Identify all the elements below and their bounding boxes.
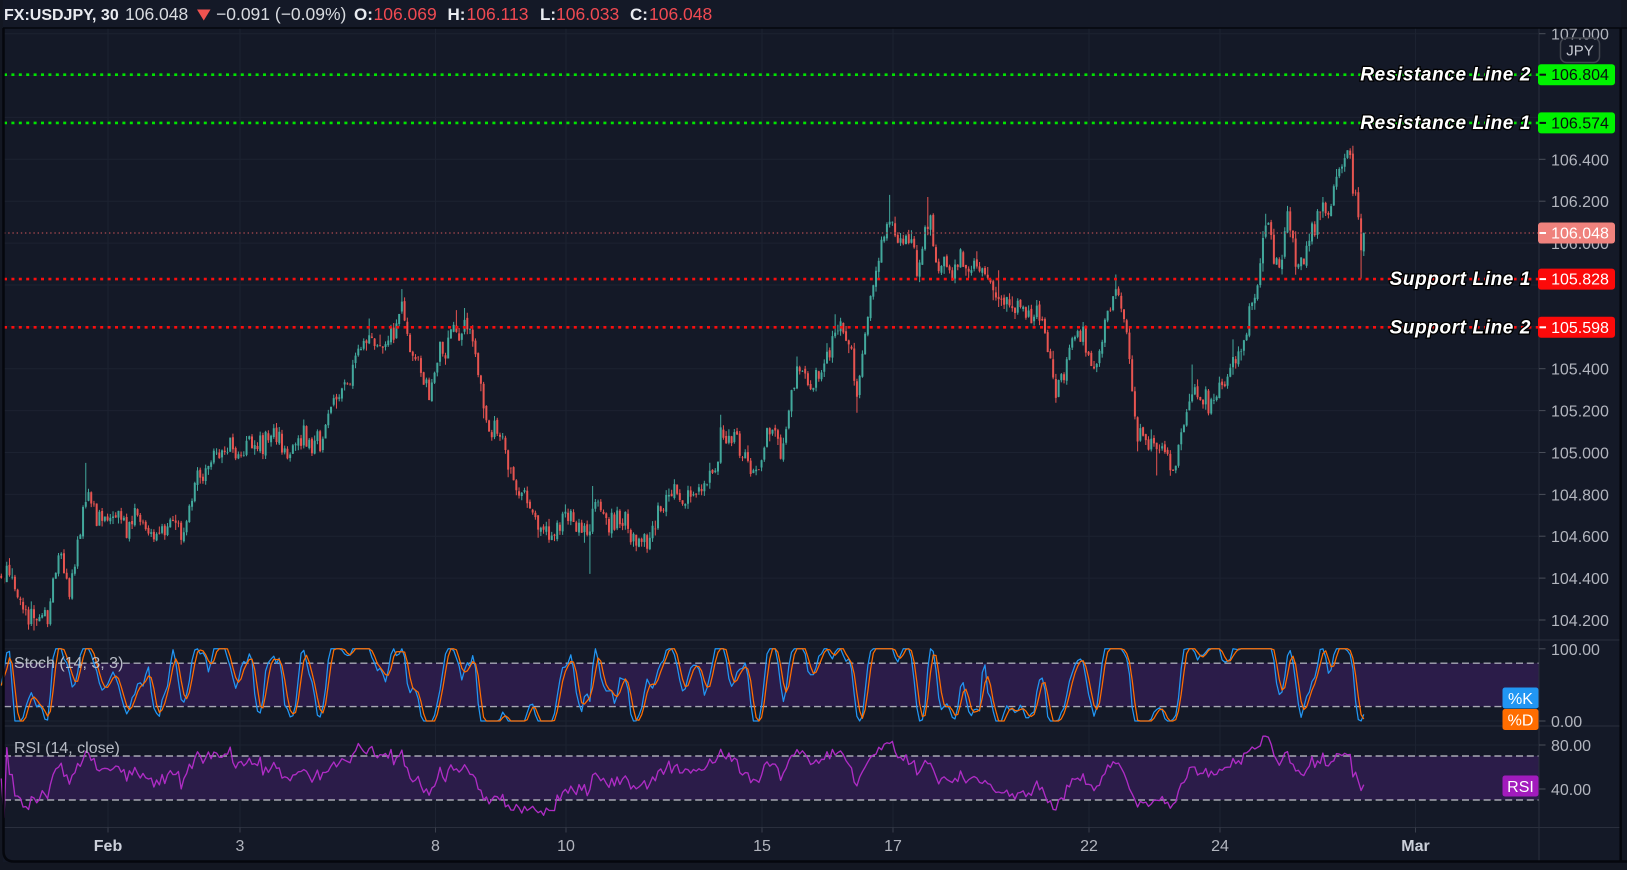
svg-text:H:: H: <box>448 5 466 24</box>
svg-text:Resistance Line 1: Resistance Line 1 <box>1360 113 1531 134</box>
svg-text:106.400: 106.400 <box>1551 152 1609 169</box>
svg-text:80.00: 80.00 <box>1551 738 1591 755</box>
svg-text:15: 15 <box>753 838 771 855</box>
svg-text:104.200: 104.200 <box>1551 613 1609 630</box>
svg-text:RSI: RSI <box>1507 779 1534 796</box>
svg-text:106.804: 106.804 <box>1551 67 1609 84</box>
svg-text:40.00: 40.00 <box>1551 782 1591 799</box>
svg-text:105.200: 105.200 <box>1551 404 1609 421</box>
svg-text:106.574: 106.574 <box>1551 115 1609 132</box>
svg-text:JPY: JPY <box>1566 43 1594 60</box>
svg-text:22: 22 <box>1080 838 1098 855</box>
svg-text:100.00: 100.00 <box>1551 642 1600 659</box>
svg-text:%D: %D <box>1508 713 1534 730</box>
svg-text:%K: %K <box>1508 691 1533 708</box>
svg-text:105.828: 105.828 <box>1551 272 1609 289</box>
svg-text:0.00: 0.00 <box>1551 714 1582 731</box>
svg-text:3: 3 <box>236 838 245 855</box>
svg-text:O:: O: <box>354 5 373 24</box>
svg-text:Mar: Mar <box>1401 838 1429 855</box>
svg-text:Support Line 2: Support Line 2 <box>1390 317 1531 338</box>
svg-text:104.800: 104.800 <box>1551 487 1609 504</box>
svg-text:106.069: 106.069 <box>374 4 437 24</box>
svg-text:105.598: 105.598 <box>1551 320 1609 337</box>
svg-text:Stoch (14, 3, 3): Stoch (14, 3, 3) <box>14 655 123 672</box>
svg-text:L:: L: <box>540 5 556 24</box>
svg-text:107.000: 107.000 <box>1551 27 1609 44</box>
svg-text:24: 24 <box>1211 838 1229 855</box>
svg-text:106.048: 106.048 <box>1551 226 1609 243</box>
svg-text:105.400: 105.400 <box>1551 362 1609 379</box>
svg-text:−0.091 (−0.09%): −0.091 (−0.09%) <box>216 4 346 24</box>
svg-text:Support Line 1: Support Line 1 <box>1390 269 1531 290</box>
svg-text:RSI (14, close): RSI (14, close) <box>14 740 120 757</box>
svg-text:106.200: 106.200 <box>1551 194 1609 211</box>
svg-text:105.000: 105.000 <box>1551 446 1609 463</box>
svg-text:Resistance Line 2: Resistance Line 2 <box>1360 65 1531 86</box>
svg-text:10: 10 <box>557 838 575 855</box>
svg-text:104.400: 104.400 <box>1551 571 1609 588</box>
svg-text:C:: C: <box>630 5 648 24</box>
svg-text:FX:USDJPY, 30: FX:USDJPY, 30 <box>4 7 119 24</box>
svg-text:106.113: 106.113 <box>467 4 529 24</box>
svg-text:17: 17 <box>884 838 902 855</box>
svg-text:Feb: Feb <box>94 838 123 855</box>
svg-text:8: 8 <box>431 838 440 855</box>
svg-text:104.600: 104.600 <box>1551 529 1609 546</box>
svg-text:106.048: 106.048 <box>649 4 712 24</box>
svg-text:106.033: 106.033 <box>556 4 619 24</box>
svg-text:106.048: 106.048 <box>125 4 188 24</box>
